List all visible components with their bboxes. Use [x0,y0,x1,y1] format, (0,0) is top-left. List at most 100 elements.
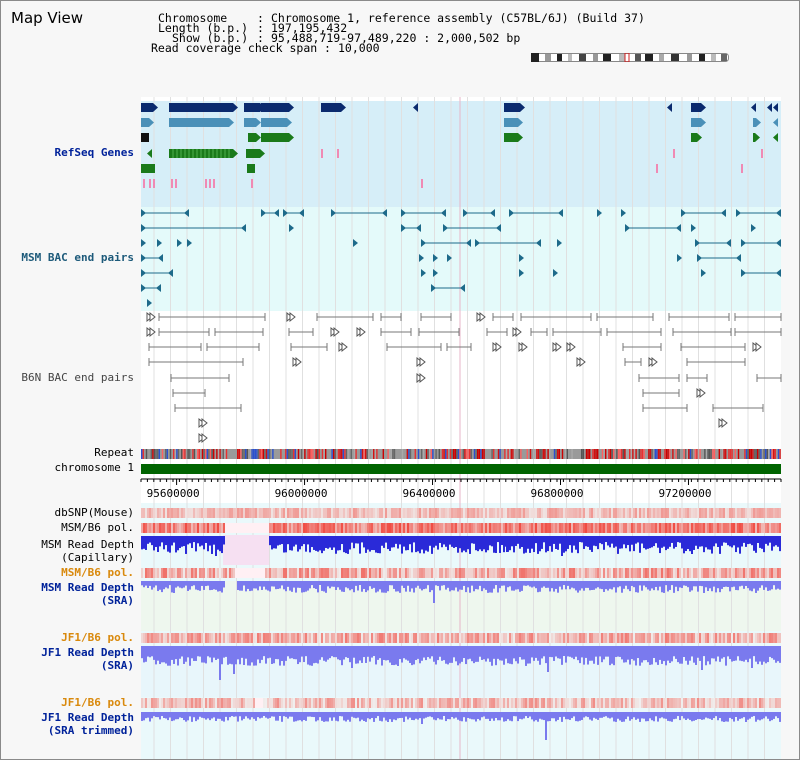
chromosome-ideogram[interactable] [531,53,729,62]
read-depth-bar [381,581,383,593]
b6n-bac-end [721,417,728,429]
polymorphism-cell [741,523,743,533]
read-depth-bar [335,581,337,591]
polymorphism-cell [387,568,389,578]
polymorphism-cell [651,508,653,518]
polymorphism-cell [357,523,359,533]
read-depth-bar [363,712,365,722]
polymorphism-cell [739,568,741,578]
read-depth-bar [601,536,603,545]
repeat-element [553,449,556,459]
polymorphism-cell [211,698,213,708]
axis-tick-label: 96800000 [530,487,584,500]
polymorphism-cell [443,568,445,578]
polymorphism-cell [191,523,193,533]
polymorphism-gap [229,523,231,533]
read-depth-bar [315,646,317,663]
repeat-element [347,449,349,459]
polymorphism-cell [569,633,571,643]
label-msm-depth-cap-2: (Capillary) [61,551,134,564]
read-depth-bar [507,646,509,664]
read-depth-bar [333,536,335,548]
repeat-element [237,449,239,459]
read-depth-bar [161,536,163,543]
polymorphism-cell [329,568,331,578]
repeat-element [683,449,685,459]
read-depth-bar [483,536,485,550]
polymorphism-cell [225,508,227,518]
read-depth-bar [239,646,241,665]
repeat-element [749,449,751,459]
read-depth-bar [143,712,145,721]
repeat-element [363,449,365,459]
read-depth-bar [661,712,663,718]
polymorphism-cell [557,568,559,578]
read-depth-bar [439,712,441,720]
polymorphism-cell [409,633,411,643]
read-depth-bar [455,581,457,588]
polymorphism-cell [267,633,269,643]
polymorphism-cell [173,633,175,643]
read-depth-bar [239,712,241,717]
polymorphism-cell [679,523,681,533]
read-depth-bar [597,712,599,720]
polymorphism-cell [367,508,369,518]
polymorphism-cell [659,568,661,578]
read-depth-bar [699,581,701,586]
read-depth-bar [733,712,735,722]
read-depth-bar [343,581,345,592]
read-depth-bar [699,712,701,720]
read-depth-bar [511,581,513,591]
polymorphism-cell [519,633,521,643]
read-depth-bar [193,646,195,661]
polymorphism-cell [169,633,171,643]
polymorphism-cell [317,508,319,518]
polymorphism-cell [505,633,507,643]
read-depth-bar [501,712,503,718]
read-depth-bar [705,536,707,548]
polymorphism-cell [229,633,231,643]
polymorphism-cell [429,523,431,533]
polymorphism-cell [491,508,493,518]
msm-bac-end [141,209,146,217]
polymorphism-cell [739,698,741,708]
read-depth-bar [725,581,727,587]
polymorphism-cell [505,523,507,533]
read-depth-bar [489,712,491,721]
read-depth-bar [341,646,343,666]
polymorphism-cell [709,568,711,578]
read-depth-bar [727,581,729,587]
polymorphism-cell [463,633,465,643]
read-depth-bar [573,712,575,717]
label-jf1-b6-pol-2: JF1/B6 pol. [61,696,134,709]
polymorphism-cell [319,523,321,533]
repeat-element [341,449,343,459]
read-depth-bar [303,536,305,545]
polymorphism-cell [327,523,329,533]
polymorphism-cell [669,508,671,518]
polymorphism-cell [515,523,517,533]
read-depth-bar [593,581,595,590]
polymorphism-cell [725,508,727,518]
label-repeat: Repeat [94,446,134,459]
read-depth-bar [203,712,205,719]
polymorphism-cell [335,568,337,578]
read-depth-bar [299,712,301,721]
polymorphism-cell [407,698,409,708]
read-depth-bar [395,712,397,721]
polymorphism-cell [673,523,675,533]
read-depth-bar [561,712,563,722]
read-depth-bar [751,712,753,717]
polymorphism-cell [335,698,337,708]
polymorphism-cell [353,568,355,578]
read-depth-bar [773,581,775,586]
read-depth-bar [499,712,501,721]
polymorphism-cell [391,633,393,643]
read-depth-bar [735,646,737,661]
read-depth-bar [595,712,597,719]
read-depth-bar [157,581,159,592]
read-depth-bar [411,646,413,666]
polymorphism-cell [409,508,411,518]
read-depth-bar [151,581,153,590]
